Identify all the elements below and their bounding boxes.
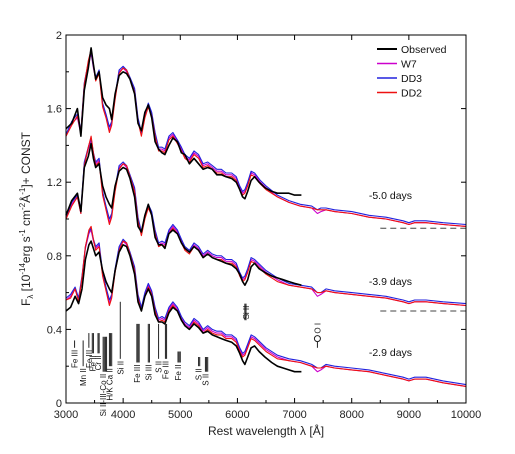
ion-marker: S II [201, 357, 210, 386]
y-tick-label: 0.4 [47, 324, 62, 336]
y-title-part: -1 [18, 229, 27, 237]
ion-marker: Fe II [88, 333, 97, 371]
x-tick-label: 5000 [168, 409, 192, 421]
y-title-part: -2 [18, 202, 27, 210]
legend-label: Observed [401, 44, 447, 56]
y-axis-title: Fλ [10-14erg s-1 cm-2Å-1]+ CONST [18, 131, 35, 306]
y-title-part: erg s [19, 236, 33, 263]
o-i-marker: O I [313, 323, 322, 348]
y-tick-label: 2 [56, 30, 62, 42]
y-title-part: ]+ CONST [19, 131, 33, 187]
y-title-part: -14 [18, 263, 27, 275]
x-tick-label: 7000 [282, 409, 306, 421]
legend-label: DD2 [401, 88, 422, 100]
ion-label: Si II-III-Co II [99, 374, 108, 417]
plot-background [66, 35, 466, 403]
si-ii-marker: Si II [242, 303, 251, 321]
ion-label: S II [155, 361, 164, 373]
ion-label: Fe II [88, 355, 97, 371]
ion-marker: Fe II [174, 351, 183, 381]
x-tick-label: 9000 [397, 409, 421, 421]
ion-marker: H/K Ca II [105, 333, 114, 401]
ion-marker: S II [195, 357, 204, 380]
epoch-group: -3.9 days [65, 135, 467, 307]
epoch-label: -2.9 days [369, 347, 412, 359]
ion-marker: Mn II [79, 340, 88, 386]
y-tick-label: 1.6 [47, 104, 62, 116]
series-line-dd2 [65, 49, 467, 227]
ion-label: Fe III [71, 350, 80, 368]
ion-label: Fe II [174, 365, 183, 381]
plot-area [66, 35, 466, 403]
legend: Observed W7 DD3 DD2 [377, 44, 447, 100]
ion-marker: Si II [116, 301, 125, 375]
ion-label: Si II [116, 361, 125, 375]
y-title-part: [10 [19, 274, 33, 294]
legend-label: W7 [401, 59, 417, 71]
ion-marker: Fe III [161, 323, 170, 379]
si-ii-label: Si II [242, 306, 251, 320]
ion-label: Cr II [94, 355, 103, 370]
series-layer: -5.0 days -3.9 days -2.9 days [65, 47, 467, 387]
ion-label: Fe III [133, 365, 142, 383]
epoch-label: -5.0 days [369, 190, 412, 202]
ion-label: Mn II [79, 368, 88, 386]
y-title-part: -1 [18, 187, 27, 195]
ion-label: Fe III [161, 361, 170, 379]
y-tick-label: 0 [56, 398, 62, 410]
reference-lines [380, 227, 466, 312]
x-tick-label: 3000 [54, 409, 78, 421]
ion-marker: Si II-III-Co II [99, 336, 108, 417]
y-title-part: cm [19, 210, 33, 229]
x-tick-label: 4000 [111, 409, 135, 421]
series-line-observed [65, 240, 302, 373]
ion-marker: S II [155, 323, 164, 373]
x-tick-label: 10000 [451, 409, 482, 421]
epoch-label: -3.9 days [369, 276, 412, 288]
legend-label: DD3 [401, 73, 422, 85]
y-tick-label: 0.8 [47, 251, 62, 263]
ion-label: S II [201, 374, 210, 386]
ion-label: S II [195, 368, 204, 380]
ion-label: Fe III [85, 350, 94, 368]
series-line-observed [65, 142, 302, 286]
ion-marker: Fe III [71, 340, 80, 368]
ion-label: H/K Ca II [105, 368, 114, 400]
y-title-part: λ [26, 295, 35, 299]
x-axis-title: Rest wavelength λ [Å] [208, 423, 324, 438]
series-line-observed [65, 47, 302, 200]
epoch-group: -5.0 days [65, 47, 467, 227]
ion-marker: Cr II [94, 333, 103, 370]
ion-marker: Si III [144, 323, 153, 381]
o-i-label: O I [313, 323, 322, 334]
ion-marker: Fe III [85, 333, 94, 368]
x-tick-label: 8000 [339, 409, 363, 421]
y-title-part: F [19, 299, 33, 306]
series-line-dd3 [65, 51, 467, 226]
epoch-group: -2.9 days [65, 225, 467, 387]
y-title-part: Å [18, 195, 33, 203]
ion-label: Si III [144, 365, 153, 381]
axes: 3000 4000 5000 6000 7000 8000 9000 10000 0 0.4 0.8… [47, 30, 482, 421]
ion-marker: Fe III [133, 323, 142, 383]
x-tick-label: 6000 [225, 409, 249, 421]
y-tick-label: 1.2 [47, 177, 62, 189]
